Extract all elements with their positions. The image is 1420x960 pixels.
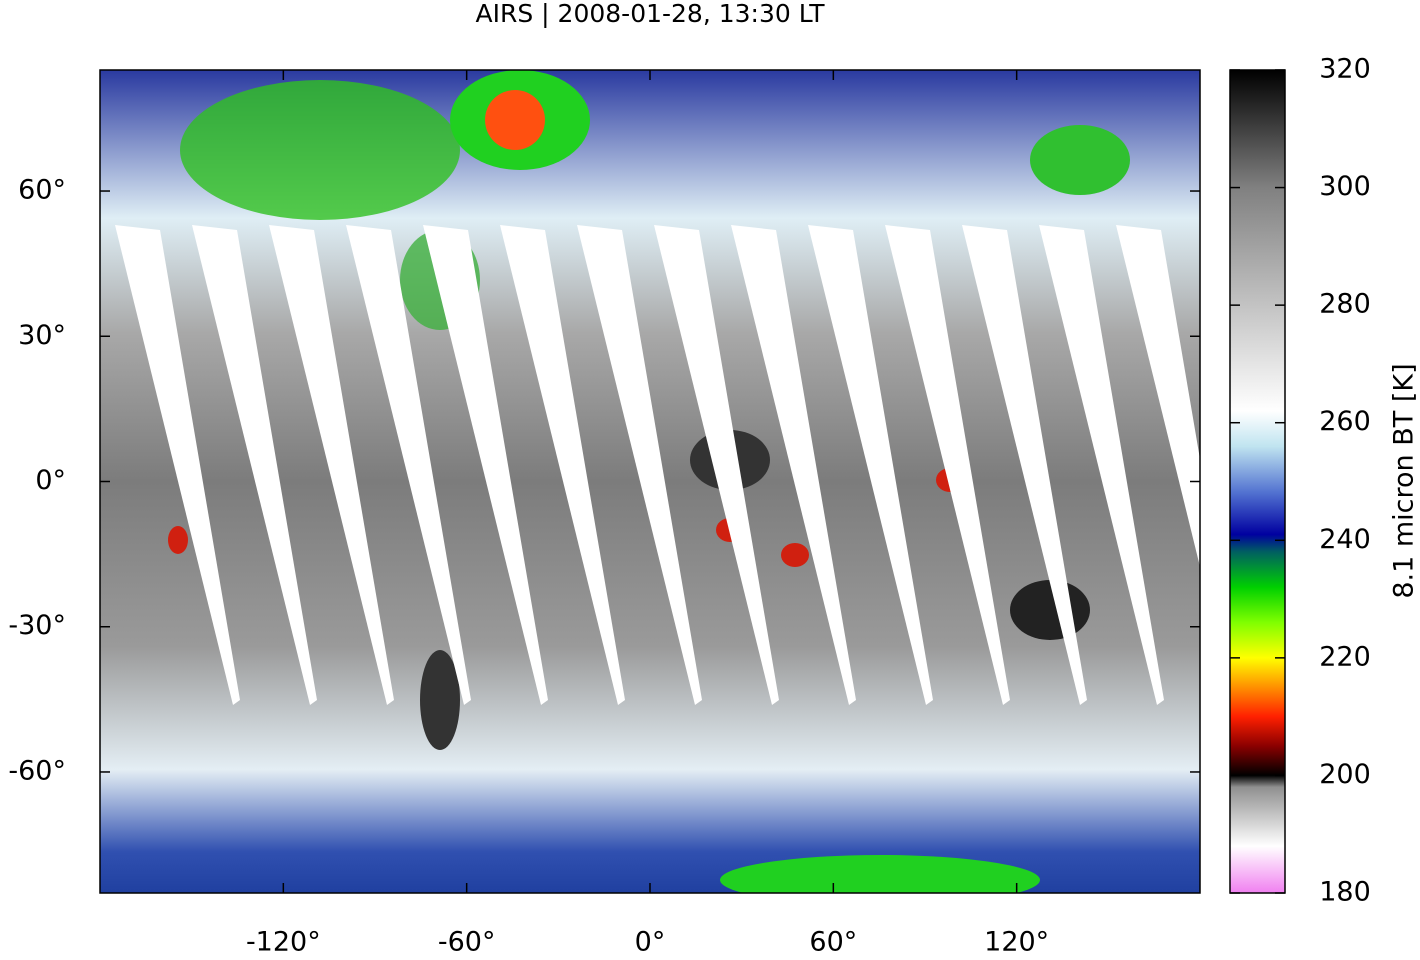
colorbar-tick-label: 280 [1319,289,1371,320]
swath-gap [1039,225,1164,705]
y-tick-label: 30° [18,320,66,351]
colorbar [1229,69,1286,894]
colorbar-tick-label: 180 [1319,877,1371,908]
swath-gap [500,225,625,705]
swath-gap [885,225,1010,705]
swath-gap [577,225,702,705]
colorbar-tick-label: 220 [1319,641,1371,672]
colorbar-label: 8.1 micron BT [K] [1389,363,1420,598]
swath-gap [654,225,779,705]
x-tick-label: 120° [984,927,1049,957]
x-tick-label: 0° [635,927,666,957]
swath-gap [346,225,471,705]
swath-gap [731,225,856,705]
swath-gap [192,225,317,705]
colorbar-tick-label: 300 [1319,171,1371,202]
x-tick-label: -60° [438,927,496,957]
colorbar-tick-label: 240 [1319,524,1371,555]
y-tick-label: -30° [8,610,66,641]
chart-title: AIRS | 2008-01-28, 13:30 LT [476,0,826,28]
swath-gap [269,225,394,705]
map-image [100,70,1200,893]
swath-gap [115,225,240,705]
x-tick-label: 60° [809,927,857,957]
swath-gap [1116,225,1200,567]
swath-gap [423,225,548,705]
x-tick-label: -120° [246,927,321,957]
colorbar-tick-label: 320 [1319,54,1371,85]
swath-gap [962,225,1087,705]
y-tick-label: -60° [8,755,66,786]
y-tick-label: 60° [18,175,66,206]
y-tick-label: 0° [35,465,66,496]
colorbar-tick-label: 260 [1319,406,1371,437]
swath-gap [808,225,933,705]
colorbar-tick-label: 200 [1319,759,1371,790]
